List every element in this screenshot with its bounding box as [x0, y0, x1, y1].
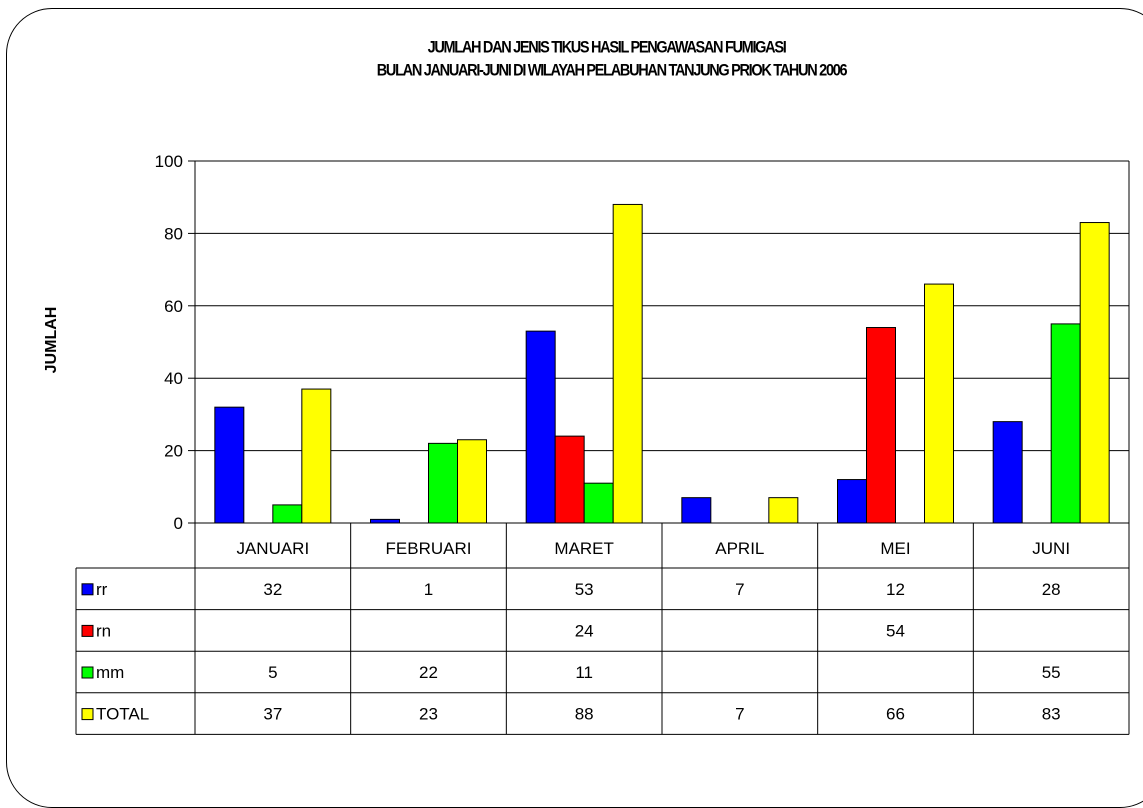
table-value-rr: 53 [575, 580, 594, 599]
y-tick-labels: 0 20 40 60 80 100 [155, 152, 183, 533]
x-category-label: FEBRUARI [386, 539, 472, 558]
table-value-rn: 24 [575, 621, 594, 640]
table-value-rn: 54 [886, 621, 905, 640]
legend-label-rn: rn [96, 621, 111, 640]
x-category-label: JUNI [1032, 539, 1070, 558]
bar-mm-januari [272, 504, 303, 524]
bars [214, 203, 1110, 524]
bar-rr-maret [525, 330, 556, 524]
bar-rr-mei [837, 479, 867, 524]
y-tick-label: 20 [164, 442, 183, 461]
y-tick-label: 60 [164, 297, 183, 316]
x-category-label: APRIL [715, 539, 764, 558]
y-tick-label: 100 [155, 152, 183, 171]
gridlines [195, 160, 1129, 452]
legend-swatch-rr [81, 583, 94, 596]
table-value-total: 23 [419, 705, 438, 724]
table-value-rr: 12 [886, 580, 905, 599]
y-tick-label: 40 [164, 369, 183, 388]
chart-title-line1: JUMLAH DAN JENIS TIKUS HASIL PENGAWASAN … [427, 38, 787, 58]
table-value-rr: 32 [263, 580, 282, 599]
x-category-label: MEI [880, 539, 910, 558]
bar-total-mei [924, 283, 954, 524]
legend-swatch-rn [81, 624, 94, 637]
legend-label-rr: rr [96, 580, 108, 599]
bar-total-april [768, 497, 799, 524]
legend-swatch-mm [81, 666, 94, 679]
bar-rr-april [681, 497, 712, 524]
bar-rr-januari [214, 406, 245, 524]
bar-rr-juni [992, 421, 1023, 524]
legend-swatch-total [81, 708, 94, 721]
y-tick-label: 80 [164, 224, 183, 243]
bar-total-februari [457, 439, 487, 524]
table-value-mm: 22 [419, 663, 438, 682]
table-value-total: 88 [575, 705, 594, 724]
table-value-mm: 55 [1042, 663, 1061, 682]
bar-rn-mei [866, 327, 896, 524]
bar-mm-februari [428, 442, 458, 524]
bar-rn-maret [554, 435, 585, 524]
table-value-total: 7 [735, 705, 744, 724]
table-value-total: 83 [1042, 705, 1061, 724]
legend-label-mm: mm [96, 663, 124, 682]
bar-mm-juni [1050, 323, 1081, 524]
bar-chart-with-data-table: 0 20 40 60 80 100 JANUARI FEBRUARI MARET APRIL ME… [75, 152, 1130, 735]
bar-rr-februari [370, 518, 400, 524]
table-value-mm: 5 [268, 663, 277, 682]
legend-label-total: TOTAL [96, 705, 149, 724]
bar-total-juni [1079, 222, 1110, 524]
table-value-total: 66 [886, 705, 905, 724]
bar-total-januari [301, 388, 332, 524]
chart-title-line2: BULAN JANUARI-JUNI DI WILAYAH PELABUHAN … [376, 61, 848, 81]
table-value-mm: 11 [575, 663, 593, 682]
table-value-rr: 1 [424, 580, 433, 599]
x-category-label: MARET [554, 539, 614, 558]
table-value-rr: 7 [735, 580, 744, 599]
table-value-total: 37 [263, 705, 282, 724]
x-category-label: JANUARI [236, 539, 309, 558]
bar-total-maret [612, 203, 643, 524]
y-tick-label: 0 [174, 514, 183, 533]
table-value-rr: 28 [1042, 580, 1061, 599]
bar-mm-maret [583, 482, 614, 524]
